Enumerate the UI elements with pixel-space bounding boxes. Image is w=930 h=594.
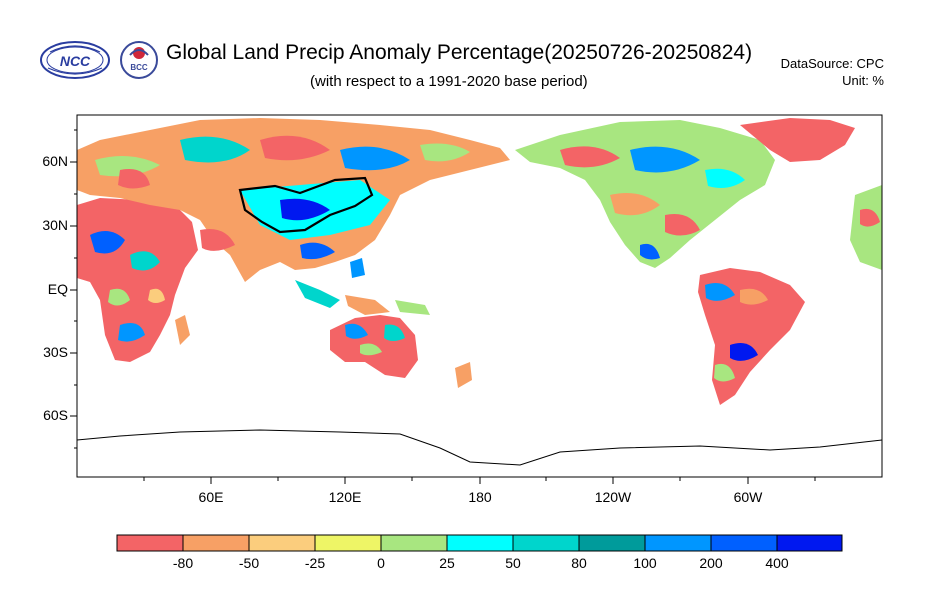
colorbar-label: 200 (699, 555, 723, 571)
lat-label-eq: EQ (47, 281, 68, 297)
map-title: Global Land Precip Anomaly Percentage(20… (166, 41, 753, 64)
ncc-logo: NCC (40, 41, 110, 79)
colorbar (116, 534, 843, 552)
colorbar-label: 100 (633, 555, 657, 571)
lon-label-60w: 60W (733, 489, 763, 505)
lat-label-30n: 30N (42, 217, 68, 233)
colorbar-swatch-2 (183, 535, 249, 551)
colorbar-label: -50 (238, 555, 260, 571)
europe-right-edge (850, 185, 882, 270)
lat-label-60n: 60N (42, 153, 68, 169)
lon-label-120w: 120W (594, 489, 632, 505)
lon-tick-marks (143, 477, 816, 484)
maritime-asia (295, 258, 430, 315)
colorbar-label: 25 (439, 555, 455, 571)
eurasia-landmass (77, 118, 510, 282)
colorbar-label: 80 (571, 555, 587, 571)
unit-label: Unit: % (842, 73, 884, 88)
lon-label-60e: 60E (198, 489, 224, 505)
greenland-landmass (740, 118, 855, 162)
lat-label-60s: 60S (43, 407, 68, 423)
colorbar-swatch-7 (513, 535, 579, 551)
colorbar-swatch-4 (315, 535, 381, 551)
colorbar-label: -80 (172, 555, 194, 571)
australia-landmass (330, 315, 472, 388)
colorbar-swatch-10 (711, 535, 777, 551)
lon-label-120e: 120E (328, 489, 362, 505)
africa-landmass (77, 198, 198, 362)
colorbar-swatch-11 (777, 535, 842, 551)
europe-right-anomaly (860, 208, 880, 227)
lat-tick-marks (70, 129, 77, 449)
colorbar-swatch-1 (117, 535, 183, 551)
colorbar-swatch-6 (447, 535, 513, 551)
south-america-landmass (698, 268, 805, 405)
bcc-logo-text: BCC (130, 63, 148, 72)
colorbar-label: 0 (377, 555, 385, 571)
lon-label-180: 180 (468, 489, 492, 505)
bcc-logo: BCC (120, 41, 158, 79)
colorbar-swatch-8 (579, 535, 645, 551)
lat-label-30s: 30S (43, 344, 68, 360)
colorbar-label: 400 (765, 555, 789, 571)
colorbar-swatch-3 (249, 535, 315, 551)
ncc-logo-text: NCC (60, 53, 91, 69)
antarctica-coastline (77, 429, 882, 466)
data-source-label: DataSource: CPC (780, 56, 884, 71)
north-america-landmass (515, 120, 775, 268)
colorbar-label: -25 (304, 555, 326, 571)
colorbar-swatch-5 (381, 535, 447, 551)
colorbar-swatch-9 (645, 535, 711, 551)
map-subtitle: (with respect to a 1991-2020 base period… (310, 73, 588, 90)
colorbar-label: 50 (505, 555, 521, 571)
